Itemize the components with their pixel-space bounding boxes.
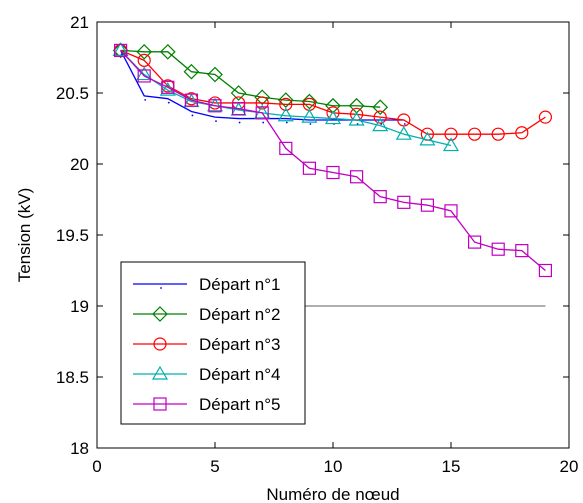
data-point [136, 43, 153, 60]
data-point [144, 98, 147, 101]
data-point [468, 235, 482, 249]
legend-item: Départ n°1 [133, 275, 280, 294]
data-point [350, 170, 364, 184]
data-point [301, 93, 318, 110]
x-axis-label: Numéro de nœud [266, 485, 399, 503]
y-tick-label: 18 [70, 439, 89, 458]
legend-item: Départ n°5 [133, 395, 280, 414]
y-tick-label: 19.5 [56, 226, 89, 245]
data-point [302, 161, 316, 175]
data-point [372, 117, 389, 132]
data-point [167, 101, 170, 104]
data-point [207, 66, 223, 83]
x-tick-label: 15 [442, 457, 461, 476]
data-point [491, 242, 505, 256]
x-tick-label: 10 [324, 457, 343, 476]
data-point [255, 96, 269, 110]
data-point [324, 110, 342, 125]
series-group [112, 42, 553, 278]
data-point [238, 121, 241, 124]
y-tick-label: 18.5 [56, 368, 89, 387]
data-point [301, 108, 318, 123]
axis-ticks: 0 5 10 15 20 18 18.5 19 19.5 20 20.5 21 [56, 13, 579, 476]
y-tick-label: 20.5 [56, 84, 89, 103]
data-point [372, 99, 389, 116]
series-5 [113, 43, 553, 278]
data-point [153, 397, 167, 411]
series-line [120, 49, 452, 147]
data-point [442, 137, 460, 152]
data-point [262, 121, 265, 124]
data-point [468, 127, 482, 141]
legend-item: Départ n°3 [133, 335, 280, 354]
x-tick-label: 0 [92, 457, 101, 476]
data-point [112, 42, 129, 59]
data-point [491, 127, 505, 141]
data-point [285, 121, 288, 124]
data-point [538, 263, 553, 278]
data-point [279, 97, 293, 111]
data-point [444, 204, 458, 218]
data-point [277, 92, 294, 108]
x-tick-label: 20 [560, 457, 579, 476]
data-point [159, 43, 176, 60]
data-point [397, 195, 411, 209]
data-point [403, 123, 406, 125]
legend-label: Départ n°1 [199, 275, 280, 294]
legend-label: Départ n°5 [199, 395, 280, 414]
data-point [397, 113, 411, 127]
data-point [184, 93, 198, 107]
data-point [373, 190, 387, 204]
legend-item: Départ n°2 [133, 305, 280, 324]
data-point [420, 198, 434, 212]
legend-label: Départ n°4 [199, 365, 280, 384]
data-point [309, 123, 312, 125]
data-point [208, 99, 222, 113]
data-point [254, 89, 271, 106]
y-tick-label: 21 [70, 13, 89, 32]
data-point [161, 80, 175, 94]
y-tick-label: 20 [70, 155, 89, 174]
series-line [120, 49, 546, 135]
data-point [136, 66, 153, 81]
data-point [232, 102, 246, 116]
data-point [183, 63, 200, 80]
legend-label: Départ n°2 [199, 305, 280, 324]
data-point [277, 107, 294, 122]
data-point [151, 365, 169, 380]
series-line [120, 49, 546, 271]
data-point [215, 120, 217, 123]
data-point [419, 131, 436, 146]
legend: Départ n°1 Départ n°2 Départ n°3 Départ n°4… [120, 261, 306, 425]
x-tick-label: 5 [210, 457, 219, 476]
data-point [137, 69, 151, 83]
data-point [137, 53, 151, 67]
y-tick-label: 19 [70, 297, 89, 316]
series-2 [112, 42, 389, 116]
data-point [538, 110, 553, 124]
data-point [152, 306, 168, 322]
data-point [515, 126, 529, 140]
data-point [326, 165, 340, 180]
data-point [444, 127, 458, 141]
y-axis-label: Tension (kV) [15, 188, 34, 282]
data-point [395, 125, 412, 140]
data-point [255, 106, 269, 120]
data-point [191, 114, 194, 117]
data-point [160, 287, 162, 289]
data-point [279, 141, 293, 155]
series-line [120, 49, 381, 108]
data-point [373, 110, 387, 124]
legend-item: Départ n°4 [133, 365, 280, 384]
data-point [348, 111, 365, 126]
data-point [112, 42, 129, 57]
data-point [153, 337, 167, 351]
legend-label: Départ n°3 [199, 335, 280, 354]
data-point [113, 43, 128, 58]
legend-box [120, 261, 306, 425]
data-point [230, 85, 247, 101]
data-point [515, 244, 529, 258]
